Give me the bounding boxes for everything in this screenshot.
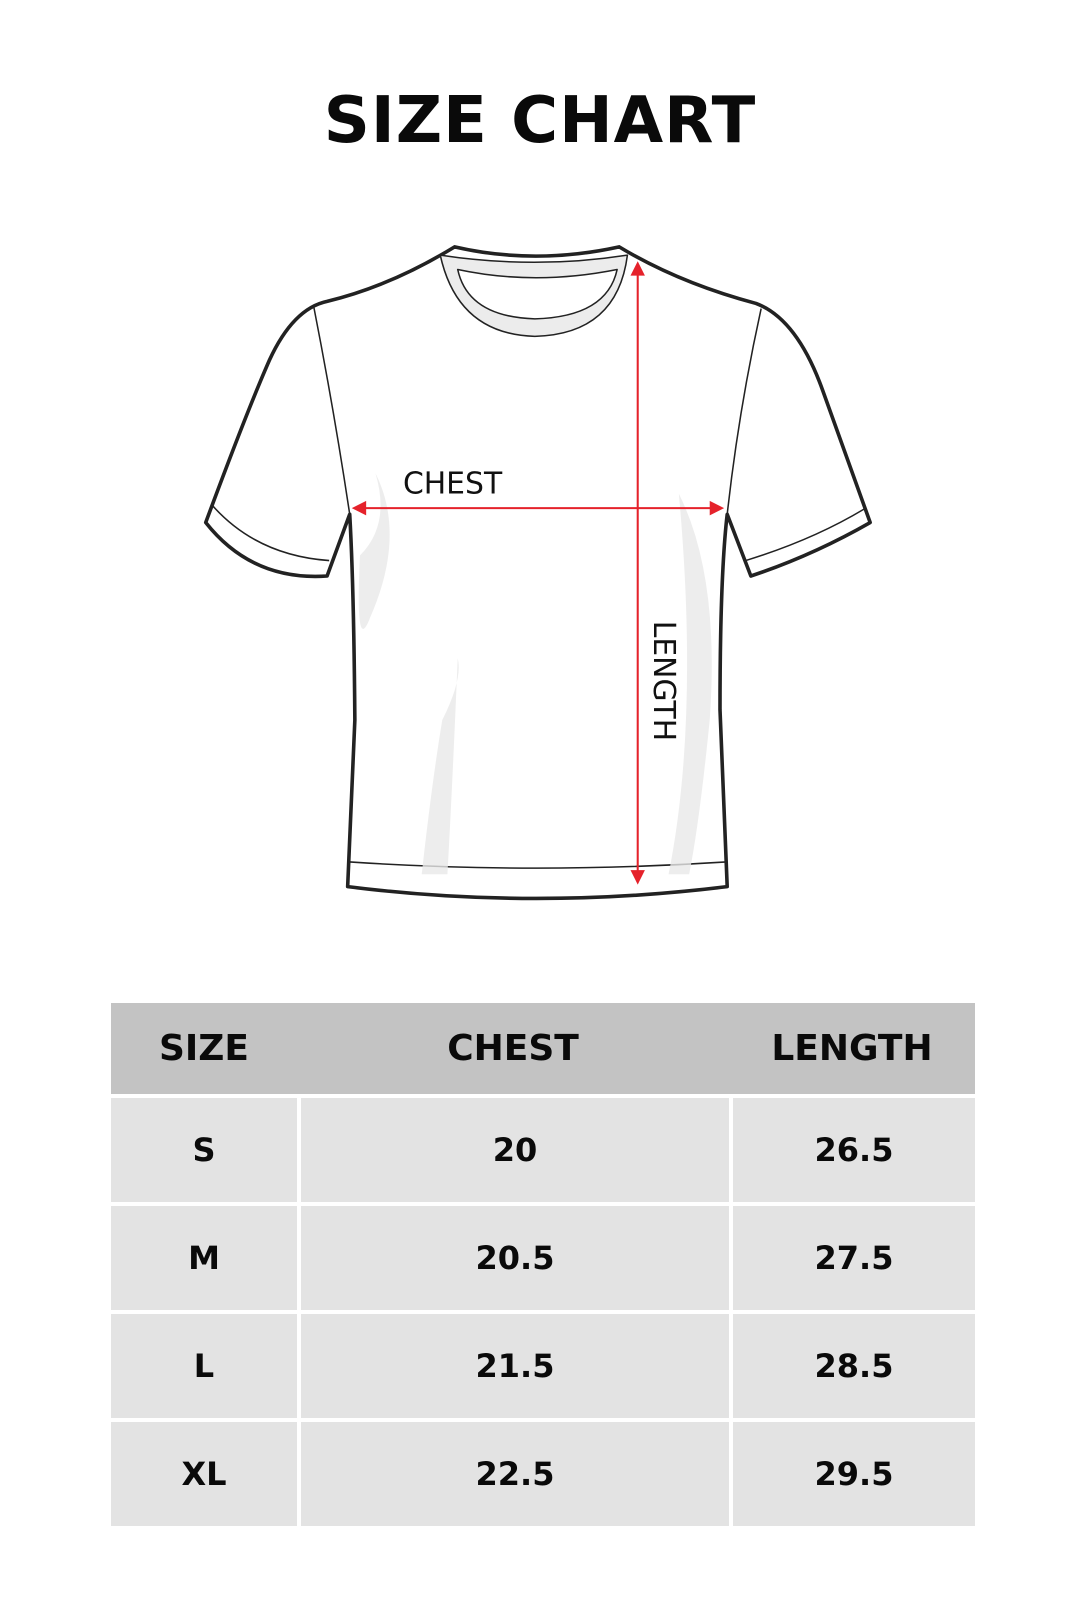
header-chest: CHEST xyxy=(297,1003,729,1094)
table-header-row: SIZE CHEST LENGTH xyxy=(111,1003,975,1094)
cell-chest: 20.5 xyxy=(297,1202,729,1310)
page-title: SIZE CHART xyxy=(323,84,757,158)
length-label: LENGTH xyxy=(646,621,681,741)
cell-length: 28.5 xyxy=(729,1310,975,1418)
length-arrow xyxy=(630,261,645,885)
cell-length: 26.5 xyxy=(729,1094,975,1202)
shading xyxy=(358,473,712,875)
chest-arrow xyxy=(351,500,725,516)
header-size: SIZE xyxy=(111,1003,297,1094)
cell-size: M xyxy=(111,1202,297,1310)
cell-length: 27.5 xyxy=(729,1202,975,1310)
chest-label: CHEST xyxy=(403,467,503,502)
size-table: SIZE CHEST LENGTH S 20 26.5 M 20.5 27.5 … xyxy=(111,1003,975,1526)
table-row: XL 22.5 29.5 xyxy=(111,1418,975,1526)
tshirt-outline xyxy=(203,245,872,901)
cell-length: 29.5 xyxy=(729,1418,975,1526)
table-row: S 20 26.5 xyxy=(111,1094,975,1202)
table-row: L 21.5 28.5 xyxy=(111,1310,975,1418)
cell-chest: 20 xyxy=(297,1094,729,1202)
cell-chest: 22.5 xyxy=(297,1418,729,1526)
table-row: M 20.5 27.5 xyxy=(111,1202,975,1310)
cell-size: XL xyxy=(111,1418,297,1526)
cell-size: L xyxy=(111,1310,297,1418)
cell-chest: 21.5 xyxy=(297,1310,729,1418)
cell-size: S xyxy=(111,1094,297,1202)
header-length: LENGTH xyxy=(729,1003,975,1094)
